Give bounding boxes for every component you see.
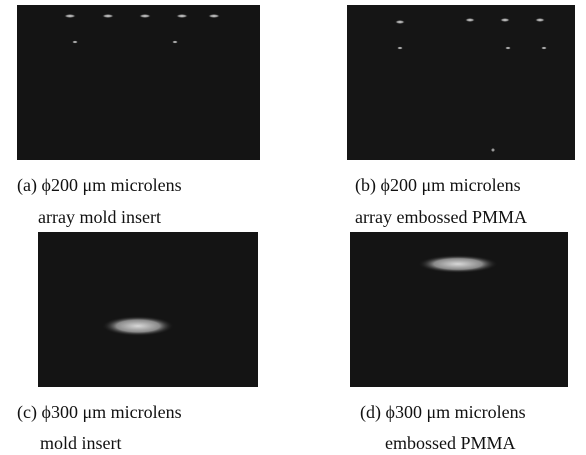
caption-line: (a) ϕ200 μm microlens xyxy=(17,175,182,196)
caption-line: (c) ϕ300 μm microlens xyxy=(17,402,182,423)
caption-line: mold insert xyxy=(40,433,122,453)
caption-line: array embossed PMMA xyxy=(355,207,527,227)
caption-line: array mold insert xyxy=(38,207,161,227)
panel-d-image xyxy=(350,232,568,387)
panel-c-image xyxy=(38,232,258,387)
caption-line: (d) ϕ300 μm microlens xyxy=(360,402,526,423)
figure: (a) ϕ200 μm microlens array mold insert … xyxy=(0,0,586,455)
panel-b-image xyxy=(347,5,575,160)
caption-line: embossed PMMA xyxy=(385,433,516,453)
caption-line: (b) ϕ200 μm microlens xyxy=(355,175,521,196)
panel-a-image xyxy=(17,5,260,160)
